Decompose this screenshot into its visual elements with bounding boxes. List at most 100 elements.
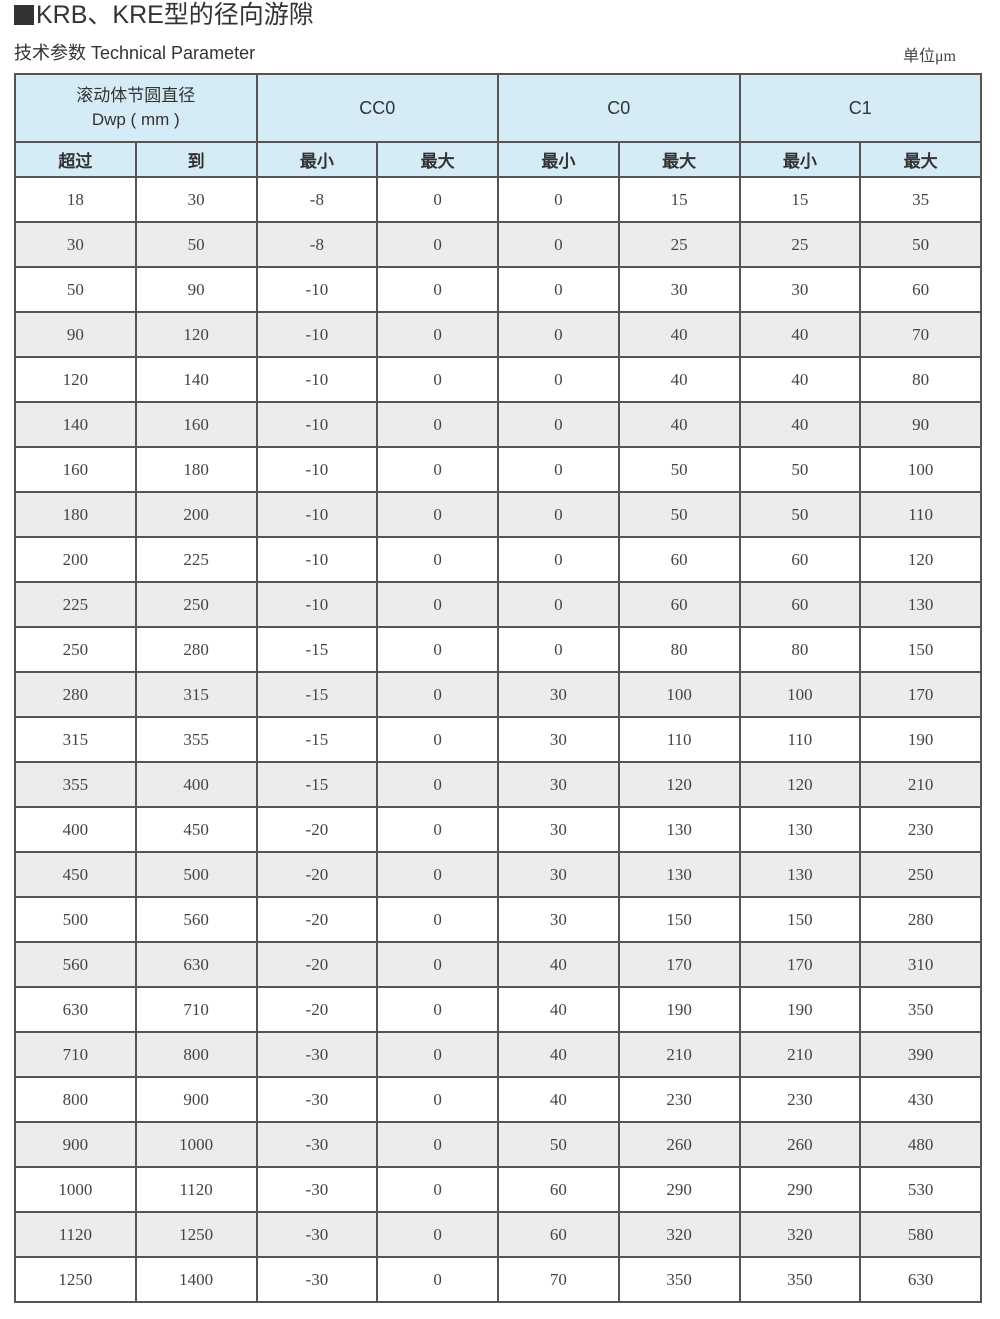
cell-c1-max: 190 (859, 716, 982, 763)
cell-cc0-min: -10 (255, 581, 379, 628)
cell-c0-max: 110 (617, 716, 741, 763)
cell-over: 140 (14, 401, 137, 448)
table-row: 200 225 -10 0 0 60 60 120 (14, 536, 982, 583)
cell-cc0-min: -30 (255, 1211, 379, 1258)
cell-cc0-max: 0 (376, 1121, 499, 1168)
cell-over: 90 (14, 311, 137, 358)
cell-c1-min: 210 (738, 1031, 862, 1078)
cell-cc0-max: 0 (376, 1256, 499, 1303)
header-c1-max: 最大 (859, 141, 982, 178)
cell-c1-max: 230 (859, 806, 982, 853)
cell-c1-max: 130 (859, 581, 982, 628)
cell-c1-min: 40 (738, 311, 862, 358)
cell-to: 180 (134, 446, 258, 493)
cell-c0-min: 40 (497, 986, 620, 1033)
cell-c1-max: 280 (859, 896, 982, 943)
table-row: 50 90 -10 0 0 30 30 60 (14, 266, 982, 313)
header-cc0: CC0 (255, 73, 499, 143)
table-row: 315 355 -15 0 30 110 110 190 (14, 716, 982, 763)
cell-cc0-min: -20 (255, 896, 379, 943)
cell-over: 560 (14, 941, 137, 988)
cell-over: 450 (14, 851, 137, 898)
cell-over: 18 (14, 176, 137, 223)
cell-c0-min: 0 (497, 581, 620, 628)
cell-cc0-max: 0 (376, 311, 499, 358)
cell-c0-min: 0 (497, 356, 620, 403)
cell-c1-max: 70 (859, 311, 982, 358)
cell-over: 900 (14, 1121, 137, 1168)
cell-c0-min: 30 (497, 761, 620, 808)
cell-to: 500 (134, 851, 258, 898)
table-row: 450 500 -20 0 30 130 130 250 (14, 851, 982, 898)
cell-c0-max: 190 (617, 986, 741, 1033)
cell-cc0-max: 0 (376, 401, 499, 448)
cell-c0-max: 25 (617, 221, 741, 268)
cell-c0-min: 0 (497, 401, 620, 448)
table-row: 630 710 -20 0 40 190 190 350 (14, 986, 982, 1033)
cell-to: 450 (134, 806, 258, 853)
cell-c1-max: 120 (859, 536, 982, 583)
cell-c1-max: 110 (859, 491, 982, 538)
cell-c1-max: 60 (859, 266, 982, 313)
cell-cc0-max: 0 (376, 446, 499, 493)
table-row: 560 630 -20 0 40 170 170 310 (14, 941, 982, 988)
cell-cc0-min: -10 (255, 536, 379, 583)
header-dwp-line1: 滚动体节圆直径 (76, 86, 196, 105)
cell-cc0-min: -20 (255, 851, 379, 898)
cell-cc0-max: 0 (376, 536, 499, 583)
cell-over: 180 (14, 491, 137, 538)
table-row: 900 1000 -30 0 50 260 260 480 (14, 1121, 982, 1168)
cell-cc0-max: 0 (376, 716, 499, 763)
cell-to: 225 (134, 536, 258, 583)
cell-c0-max: 30 (617, 266, 741, 313)
table-row: 90 120 -10 0 0 40 40 70 (14, 311, 982, 358)
cell-c0-min: 0 (497, 221, 620, 268)
cell-to: 1000 (134, 1121, 258, 1168)
cell-c0-max: 60 (617, 581, 741, 628)
table-row: 160 180 -10 0 0 50 50 100 (14, 446, 982, 493)
cell-over: 120 (14, 356, 137, 403)
cell-c0-max: 150 (617, 896, 741, 943)
cell-cc0-max: 0 (376, 626, 499, 673)
cell-c0-max: 80 (617, 626, 741, 673)
cell-c1-max: 530 (859, 1166, 982, 1213)
cell-c0-min: 40 (497, 1031, 620, 1078)
table-row: 355 400 -15 0 30 120 120 210 (14, 761, 982, 808)
cell-c1-min: 320 (738, 1211, 862, 1258)
cell-to: 900 (134, 1076, 258, 1123)
cell-c1-min: 350 (738, 1256, 862, 1303)
cell-over: 500 (14, 896, 137, 943)
cell-cc0-min: -30 (255, 1076, 379, 1123)
table-row: 500 560 -20 0 30 150 150 280 (14, 896, 982, 943)
cell-c0-min: 0 (497, 626, 620, 673)
cell-over: 1250 (14, 1256, 137, 1303)
cell-c0-max: 230 (617, 1076, 741, 1123)
cell-c1-min: 170 (738, 941, 862, 988)
cell-c1-min: 50 (738, 446, 862, 493)
cell-c1-min: 190 (738, 986, 862, 1033)
cell-c0-max: 100 (617, 671, 741, 718)
subtitle: 技术参数 Technical Parameter (14, 43, 256, 63)
cell-cc0-min: -20 (255, 986, 379, 1033)
cell-over: 710 (14, 1031, 137, 1078)
cell-cc0-min: -8 (255, 176, 379, 223)
header-over: 超过 (14, 141, 137, 178)
cell-c0-min: 40 (497, 1076, 620, 1123)
cell-cc0-max: 0 (376, 851, 499, 898)
cell-c1-min: 230 (738, 1076, 862, 1123)
cell-c0-max: 210 (617, 1031, 741, 1078)
header-c0: C0 (497, 73, 741, 143)
cell-cc0-min: -10 (255, 401, 379, 448)
cell-c1-max: 50 (859, 221, 982, 268)
cell-c1-max: 90 (859, 401, 982, 448)
cell-over: 225 (14, 581, 137, 628)
cell-cc0-min: -10 (255, 446, 379, 493)
table-row: 18 30 -8 0 0 15 15 35 (14, 176, 982, 223)
cell-to: 50 (134, 221, 258, 268)
cell-cc0-max: 0 (376, 1211, 499, 1258)
unit-label: 单位μm (902, 48, 956, 65)
cell-to: 1400 (134, 1256, 258, 1303)
cell-c1-max: 35 (859, 176, 982, 223)
table-row: 180 200 -10 0 0 50 50 110 (14, 491, 982, 538)
cell-over: 160 (14, 446, 137, 493)
